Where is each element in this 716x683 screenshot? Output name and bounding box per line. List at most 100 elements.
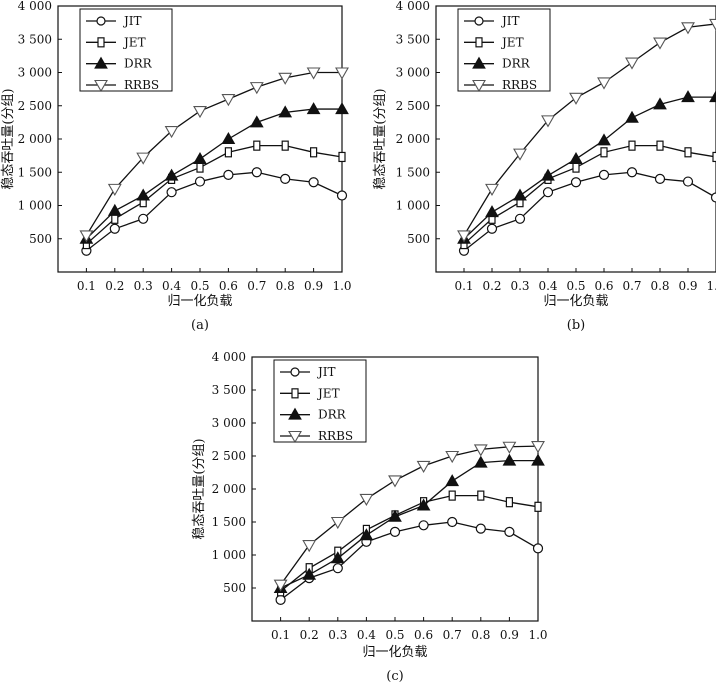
panel-label: (c) [386,669,403,683]
data-point-drr [569,151,583,164]
data-point-rrbs [359,493,374,507]
data-point-jet [628,140,636,151]
legend-label-jit: JIT [122,14,142,28]
y-tick-label: 3 500 [212,383,246,397]
data-point-drr [193,151,207,164]
data-point-jit [336,190,348,201]
series-line-jet [85,144,343,245]
data-point-drr [416,498,431,511]
y-tick-label: 2 000 [18,132,52,146]
data-point-rrbs [473,444,488,457]
data-point-rrbs [221,94,236,107]
x-tick-label: 0.7 [247,279,266,293]
data-point-jet [477,490,485,501]
legend-label-drr: DRR [124,57,153,71]
data-point-drr [473,455,488,468]
data-point-jit [308,177,319,188]
series-rrbs [273,441,545,592]
y-tick-label: 3 500 [396,32,430,46]
x-tick-label: 0.2 [482,279,501,293]
data-point-jet [505,497,513,508]
y-tick-label: 500 [223,581,246,595]
data-point-jit [542,187,554,198]
series-line-jet [463,144,716,245]
y-tick-label: 1 000 [18,199,52,213]
data-point-drr [541,168,555,181]
x-tick-label: 0.1 [454,279,473,293]
x-tick-label: 0.4 [162,279,181,293]
data-point-rrbs [416,460,431,474]
series-line-drr [463,96,716,240]
data-point-rrbs [273,579,288,592]
data-point-drr [221,131,236,144]
y-axis-title: 稳态吞吐量(分组) [0,88,16,189]
x-tick-label: 0.6 [219,279,238,293]
data-point-jet [712,151,716,163]
y-tick-label: 4 000 [396,0,430,13]
legend-marker-drr [288,407,302,420]
x-tick-label: 0.9 [500,628,519,642]
y-tick-label: 3 000 [212,416,246,430]
data-point-drr [330,551,345,564]
series-drr [273,453,545,593]
data-point-drr [136,188,151,201]
legend-marker-rrbs [288,430,302,444]
series-line-rrbs [280,445,539,586]
data-point-rrbs [330,516,345,530]
x-tick-label: 0.1 [77,279,96,293]
data-point-jit [251,167,262,178]
series-line-jit [463,171,716,252]
series-jit [458,167,716,256]
y-tick-label: 3 500 [18,32,52,46]
data-point-drr [625,110,639,123]
x-tick-label: 1.0 [706,279,716,293]
x-tick-label: 1.0 [332,279,351,293]
data-point-rrbs [164,125,179,139]
data-point-drr [502,453,517,466]
data-point-drr [597,133,611,146]
y-tick-label: 1 000 [212,548,246,562]
data-point-jit [475,523,486,534]
x-tick-label: 0.9 [678,279,697,293]
data-point-rrbs [107,183,122,196]
chart-panel-1: 0.1 0.2 0.3 0.4 0.5 0.6 0.7 0.8 0.9 1.0 500 1 000 1 … [0,0,352,333]
y-tick-label: 4 000 [18,0,52,13]
data-point-rrbs [709,18,716,32]
data-point-rrbs [625,57,639,70]
series-rrbs [457,18,716,243]
x-tick-label: 0.2 [105,279,124,293]
series-line-jet [280,494,539,592]
legend-label-jet: JET [122,35,146,49]
data-point-drr [445,474,460,487]
data-point-rrbs [597,77,611,90]
x-tick-label: 0.6 [594,279,613,293]
data-point-drr [653,97,667,110]
data-point-jit [682,176,694,187]
data-point-drr [709,90,716,103]
data-point-jet [253,140,261,151]
legend-marker-jet [291,388,299,399]
legend: JIT JET DRR RRBS [273,359,367,444]
legend-label-jit: JIT [500,14,520,28]
data-point-rrbs [335,67,349,80]
panel-label: (a) [191,318,209,333]
y-tick-label: 2 500 [212,449,246,463]
data-point-jit [275,594,286,605]
data-point-drr [531,453,545,466]
legend-label-rrbs: RRBS [124,78,159,92]
data-point-drr [681,90,695,103]
data-point-rrbs [249,82,264,95]
data-point-drr [107,203,122,216]
legend: JIT JET DRR RRBS [79,8,173,93]
x-tick-label: 0.7 [622,279,641,293]
data-point-jet [196,162,204,173]
data-point-jit [223,169,234,181]
legend-marker-drr [472,56,486,69]
y-axis-title: 稳态吞吐量(分组) [191,438,207,539]
legend-marker-jit [96,16,106,26]
x-tick-label: 0.5 [566,279,585,293]
data-point-rrbs [681,22,695,35]
x-tick-label: 0.8 [276,279,295,293]
series-line-rrbs [85,71,342,236]
x-tick-label: 0.6 [414,628,433,642]
